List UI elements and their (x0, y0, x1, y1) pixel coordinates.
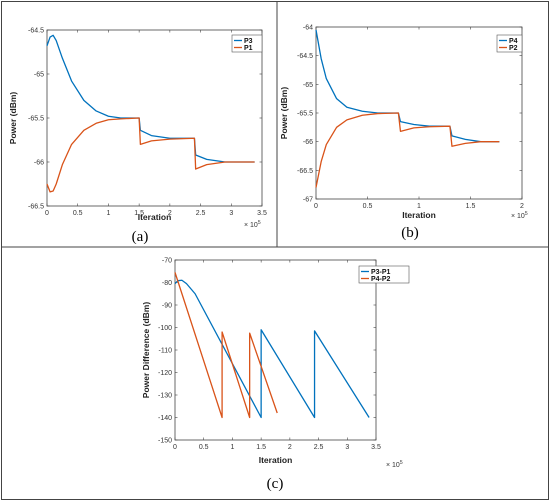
x-tick-label: 2.5 (196, 210, 206, 217)
x-tick-label: 0.5 (363, 203, 373, 210)
x-tick-label: 0 (45, 210, 49, 217)
x-tick-label: 1 (417, 203, 421, 210)
panel-label: (a) (132, 229, 149, 245)
y-tick-label: -65 (34, 72, 44, 79)
y-tick-label: -80 (162, 280, 172, 287)
x-tick-label: 3 (229, 210, 233, 217)
x-tick-label: 1.5 (134, 210, 144, 217)
y-axis-label: Power (dBm) (279, 87, 289, 140)
x-axis-label: Iteration (259, 455, 293, 465)
y-tick-label: -65 (303, 82, 313, 89)
x-tick-label: 1.5 (466, 203, 476, 210)
x-multiplier-base: × 10 (386, 462, 400, 469)
plot-area (46, 29, 263, 207)
y-tick-label: -67 (303, 197, 313, 204)
legend-label: P3-P1 (371, 269, 391, 276)
legend-label: P1 (244, 45, 253, 52)
x-tick-label: 3 (345, 444, 349, 451)
chart-b: 0 0.5 1 1.5 2 -64 -64.5 -65 -65.5 -66 -66.5 -67 Iter… (279, 25, 528, 242)
x-axis-label: Iteration (402, 210, 436, 220)
y-tick-label: -150 (158, 438, 172, 445)
y-tick-label: -64 (303, 25, 313, 32)
y-axis-label: Power (dBm) (8, 92, 18, 145)
y-tick-label: -120 (158, 370, 172, 377)
x-multiplier-exponent: 5 (400, 460, 403, 466)
y-tick-label: -130 (158, 393, 172, 400)
x-tick-label: 0.5 (73, 210, 83, 217)
x-axis-label: Iteration (138, 212, 172, 222)
y-tick-label: -64.5 (28, 28, 44, 35)
y-tick-label: -66 (303, 139, 313, 146)
panel-label: (c) (267, 476, 284, 492)
series-line-p4-p2 (174, 272, 278, 419)
y-tick-label: -100 (158, 325, 172, 332)
x-multiplier-exponent: 5 (258, 220, 261, 226)
legend-label: P4 (509, 38, 518, 45)
x-tick-label: 2 (288, 444, 292, 451)
x-multiplier-exponent: 5 (525, 211, 528, 217)
y-tick-label: -65.5 (297, 111, 313, 118)
x-tick-label: 1.5 (256, 444, 266, 451)
legend-label: P4-P2 (371, 276, 391, 283)
series-line-p1 (46, 117, 255, 193)
x-multiplier-base: × 10 (511, 213, 525, 220)
y-tick-label: -90 (162, 303, 172, 310)
y-tick-label: -66.5 (297, 168, 313, 175)
x-tick-label: 2 (168, 210, 172, 217)
y-tick-label: -110 (159, 348, 173, 355)
x-tick-label: 3.5 (371, 444, 381, 451)
y-tick-label: -64.5 (297, 53, 313, 60)
legend-label: P3 (244, 38, 253, 45)
y-tick-label: -65.5 (28, 116, 44, 123)
series-line-p2 (315, 112, 500, 188)
series-line-p3 (46, 34, 255, 163)
x-multiplier: × 105 (511, 211, 528, 220)
x-tick-label: 1 (106, 210, 110, 217)
y-tick-label: -140 (158, 415, 172, 422)
plot-area (315, 26, 523, 200)
y-tick-label: -66.5 (28, 204, 44, 211)
y-tick-label: -66 (34, 160, 44, 167)
y-tick-label: -70 (162, 258, 172, 265)
legend-box (358, 265, 410, 284)
x-multiplier-base: × 10 (244, 222, 258, 229)
series-line-p3-p1 (174, 279, 370, 419)
x-tick-label: 2 (520, 203, 524, 210)
panel-label: (b) (401, 225, 419, 241)
series-line-p4 (315, 29, 500, 143)
x-tick-label: 0 (173, 444, 177, 451)
plot-area (174, 259, 377, 441)
x-tick-label: 3.5 (257, 210, 267, 217)
x-tick-label: 0 (314, 203, 318, 210)
chart-a: 0 0.5 1 1.5 2 2.5 3 3.5 -64.5 -65 -65.5 -66 -66.5 Ite… (8, 28, 267, 246)
legend-label: P2 (509, 45, 518, 52)
chart-c: 0 0.5 1 1.5 2 2.5 3 3.5 -70 -80 -90 -100 -110 -120 -13… (141, 258, 410, 492)
x-tick-label: 2.5 (314, 444, 324, 451)
y-axis-label: Power Difference (dBm) (141, 302, 151, 399)
x-multiplier: × 105 (386, 460, 403, 469)
x-tick-label: 0.5 (199, 444, 209, 451)
x-multiplier: × 105 (244, 220, 261, 229)
x-tick-label: 1 (230, 444, 234, 451)
